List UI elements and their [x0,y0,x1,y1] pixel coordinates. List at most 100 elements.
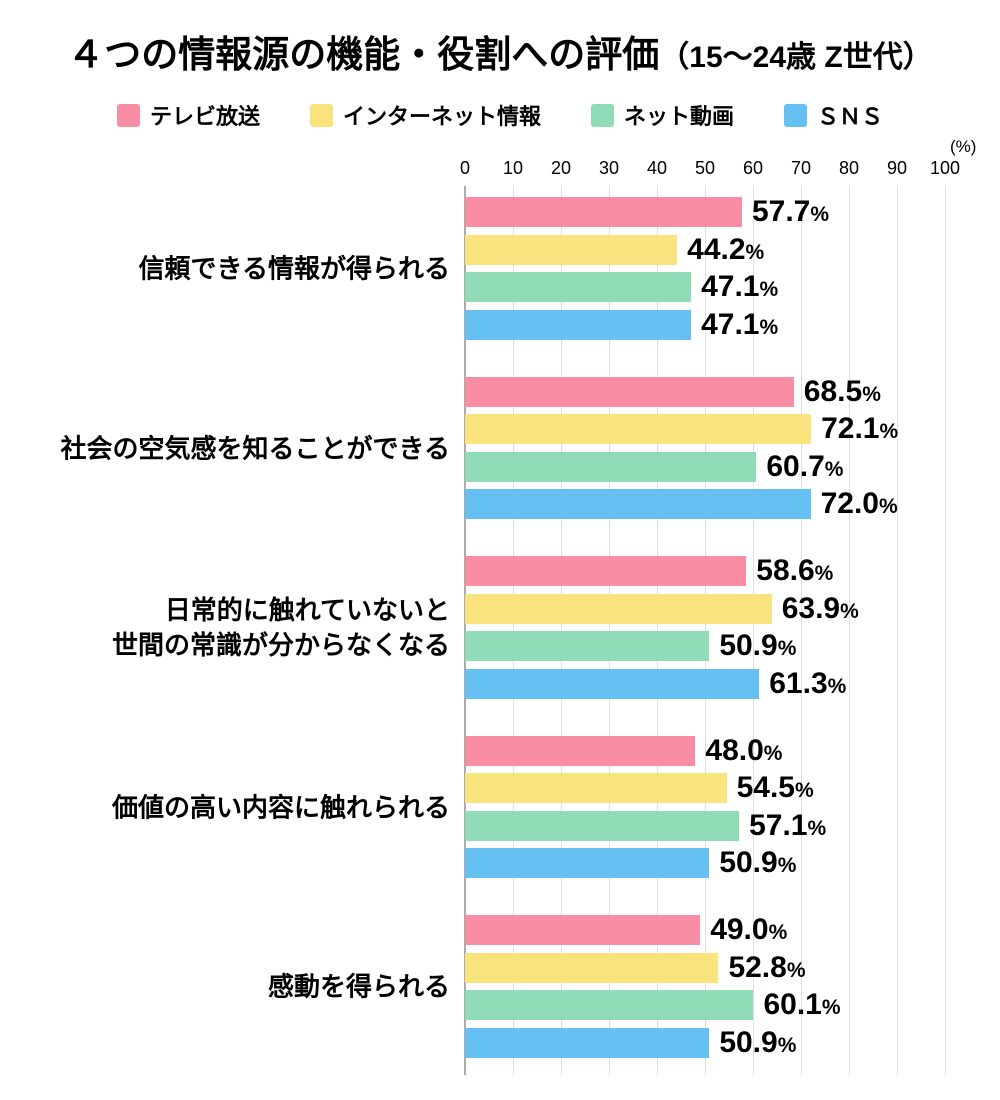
bar-value-label: 58.6% [756,556,833,586]
bar [465,197,742,227]
x-tick-label: 50 [694,158,716,178]
bar [465,810,740,841]
bar-value-label: 50.9% [719,631,796,661]
percent-sign: % [777,854,797,877]
bar-value-label: 60.1% [763,990,840,1020]
bar-value-label: 63.9% [781,591,859,625]
x-tick-label: 90 [886,158,908,178]
bar-value-label: 57.7% [752,197,829,227]
bar-value: 63.9 [781,591,841,625]
bar-value: 54.5 [736,771,795,804]
gridline [753,186,754,1075]
category-label: 価値の高い内容に触れられる [111,792,450,822]
bar [465,631,710,661]
bar-value-label: 44.2% [687,232,765,266]
bar-value: 60.1 [763,988,822,1021]
chart-title: ４つの情報源の機能・役割への評価（15〜24歳 Z世代） [0,24,1000,78]
percent-sign: % [759,278,779,301]
bar-value-label: 72.0% [821,489,898,519]
percent-sign: % [814,562,834,585]
legend-swatch [591,103,614,127]
category-label: 社会の空気感を知ることができる [60,433,450,463]
legend-item: ＳＮＳ [784,99,883,131]
bar [465,915,701,945]
percent-sign: % [862,382,881,406]
percent-sign: % [810,203,830,226]
x-tick-label: 40 [646,158,668,178]
legend-swatch [309,103,333,127]
percent-sign: % [759,315,779,339]
bar-value: 52.8 [728,950,787,984]
gridline [897,186,898,1075]
bar [465,668,760,699]
gridline [657,186,658,1075]
bar-value: 50.9 [719,629,778,662]
bar [465,593,772,624]
gridline [609,186,610,1075]
bar-value-label: 54.5% [737,773,814,803]
percent-sign: % [786,958,806,982]
bar-value-label: 47.1% [701,309,779,340]
category-label: 感動を得られる [267,971,450,1002]
legend-item: ネット動画 [591,99,734,131]
percent-sign: % [768,921,788,944]
legend-label: ＳＮＳ [817,104,884,129]
bar-value-label: 61.3% [769,668,846,699]
percent-sign: % [745,240,765,264]
bar-value-label: 60.7% [766,449,844,483]
percent-sign: % [794,779,814,802]
chart-title-suffix: （15〜24歳 Z世代） [659,41,933,74]
legend-item: テレビ放送 [116,99,260,131]
bar-value-label: 68.5% [803,374,881,408]
bar [465,735,696,766]
bar-value-label: 47.1% [701,272,778,302]
bar [465,848,710,878]
bar [465,556,747,586]
legend-item: インターネット情報 [309,99,541,131]
bar-value-label: 57.1% [749,808,827,842]
gridline [513,186,514,1075]
bar [465,376,794,407]
bar-value: 60.7 [766,449,825,483]
legend-label: テレビ放送 [149,104,260,129]
bar-value-label: 50.9% [719,1025,797,1059]
bar [465,451,757,482]
bar-value: 44.2 [687,232,746,266]
zero-axis-line [464,186,466,1075]
gridline [705,186,706,1075]
x-tick-label: 100 [929,158,961,178]
legend-label: ネット動画 [624,104,735,129]
bar-value-label: 52.8% [728,950,806,984]
gridline [801,186,802,1075]
bar [465,1027,710,1058]
x-tick-label: 70 [790,158,812,178]
bar-value-label: 72.1% [821,414,898,444]
x-tick-label: 30 [598,158,620,178]
gridline [561,186,562,1075]
percent-sign: % [840,599,859,623]
bar-value: 47.1 [701,270,760,303]
bar-value: 49.0 [710,913,769,946]
category-label: 日常的に触れていないと 世間の常識が分からなくなる [111,595,450,660]
percent-sign: % [777,1033,797,1057]
percent-sign: % [807,816,827,840]
percent-sign: % [763,741,783,765]
bar-value: 57.7 [751,195,811,228]
bar [465,309,692,340]
x-tick-label: 0 [459,158,470,178]
bar [465,272,692,302]
x-tick-label: 60 [742,158,764,178]
percent-sign: % [824,457,844,481]
legend-label: インターネット情報 [342,104,541,129]
bar-value: 50.9 [719,1025,778,1059]
bar-value: 57.1 [749,808,808,842]
bar-value-label: 49.0% [710,915,787,945]
x-tick-label: 80 [838,158,860,178]
legend-swatch [784,103,808,127]
x-tick-label: 10 [502,158,524,178]
bar-value: 68.5 [803,374,863,408]
legend: テレビ放送 インターネット情報 ネット動画 ＳＮＳ [0,99,1000,131]
chart-title-main: ４つの情報源の機能・役割への評価 [67,34,660,75]
